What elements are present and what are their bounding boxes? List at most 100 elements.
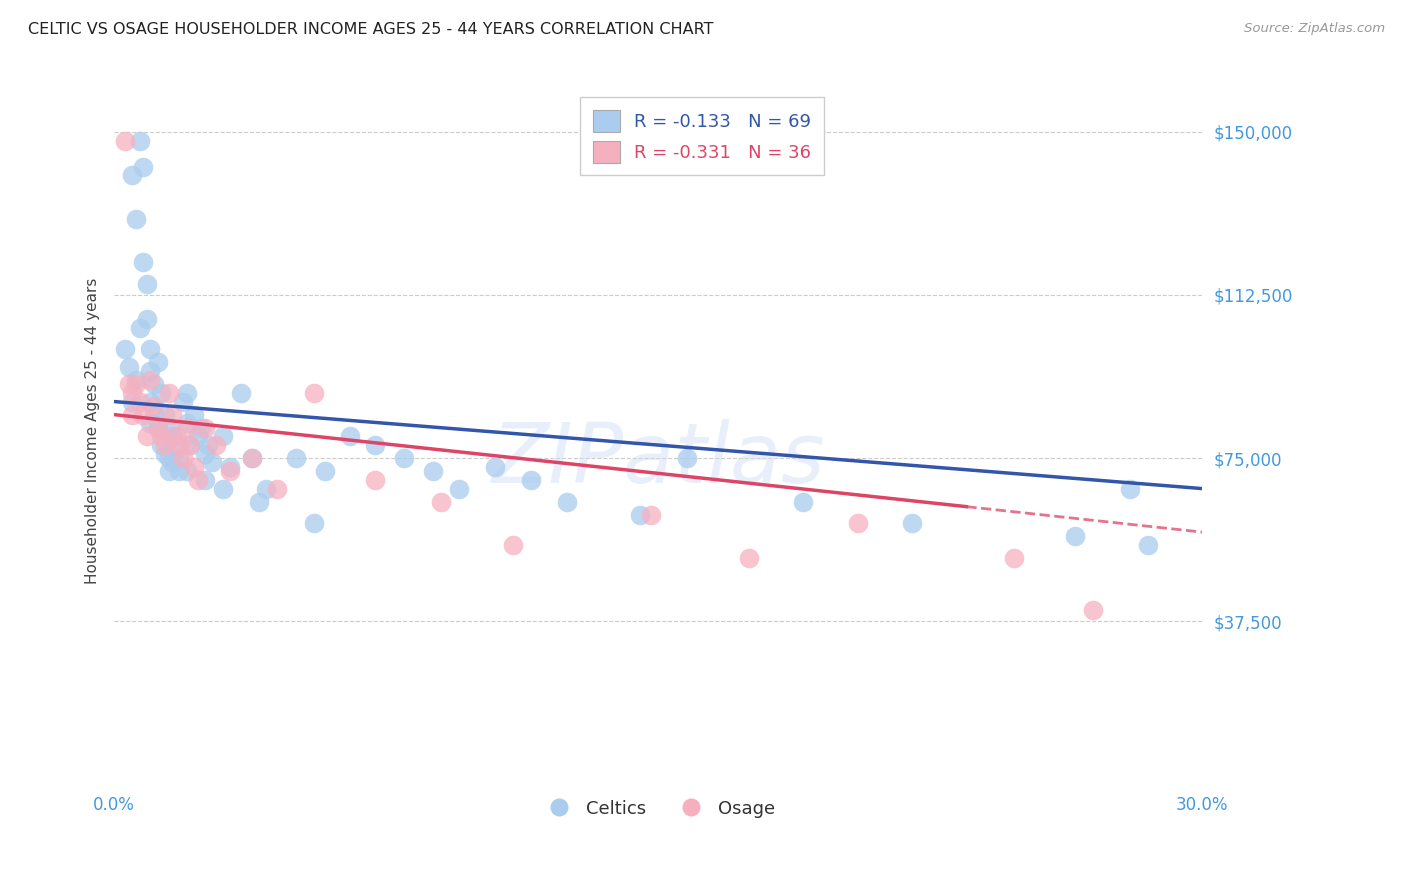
Point (132, 408, 155, 422)
Point (247, 494, 270, 508)
Point (1136, 538, 1159, 552)
Point (176, 417, 198, 431)
Point (143, 377, 166, 392)
Point (339, 429, 361, 443)
Point (114, 134, 136, 148)
Point (190, 420, 212, 434)
Point (284, 451, 307, 466)
Point (176, 420, 198, 434)
Point (153, 438, 176, 452)
Point (132, 160, 155, 174)
Point (194, 420, 217, 434)
Point (194, 473, 217, 487)
Point (169, 438, 191, 452)
Point (219, 459, 242, 474)
Point (364, 473, 387, 487)
Point (212, 429, 235, 443)
Point (1064, 529, 1087, 543)
Point (394, 451, 416, 466)
Point (502, 538, 524, 552)
Point (121, 408, 143, 422)
Point (901, 516, 924, 531)
Point (364, 438, 387, 452)
Point (176, 464, 198, 478)
Point (146, 420, 169, 434)
Point (676, 451, 699, 466)
Point (256, 482, 278, 496)
Point (1002, 551, 1025, 566)
Point (135, 312, 157, 326)
Point (179, 438, 201, 452)
Point (792, 494, 814, 508)
Point (302, 385, 325, 400)
Point (422, 464, 444, 478)
Point (135, 277, 157, 291)
Point (128, 394, 150, 409)
Point (125, 377, 148, 392)
Point (212, 482, 235, 496)
Point (132, 255, 155, 269)
Point (229, 385, 252, 400)
Point (557, 494, 579, 508)
Point (153, 447, 176, 461)
Point (146, 420, 169, 434)
Point (240, 451, 263, 466)
Point (150, 429, 173, 443)
Point (194, 447, 217, 461)
Point (1083, 603, 1105, 617)
Point (121, 385, 143, 400)
Point (628, 508, 651, 522)
Point (139, 373, 162, 387)
Point (219, 464, 242, 478)
Y-axis label: Householder Income Ages 25 - 44 years: Householder Income Ages 25 - 44 years (86, 277, 100, 584)
Point (157, 420, 180, 434)
Point (176, 385, 198, 400)
Text: Source: ZipAtlas.com: Source: ZipAtlas.com (1244, 22, 1385, 36)
Point (150, 385, 173, 400)
Point (484, 459, 506, 474)
Point (640, 508, 662, 522)
Point (118, 359, 141, 374)
Point (197, 438, 219, 452)
Point (143, 399, 166, 413)
Point (738, 551, 761, 566)
Point (150, 438, 173, 452)
Point (204, 438, 226, 452)
Legend: Celtics, Osage: Celtics, Osage (534, 792, 783, 825)
Point (314, 464, 336, 478)
Point (183, 459, 205, 474)
Point (121, 394, 143, 409)
Point (143, 408, 166, 422)
Point (179, 438, 201, 452)
Point (139, 343, 162, 357)
Point (157, 385, 180, 400)
Point (153, 408, 176, 422)
Point (139, 394, 162, 409)
Point (139, 364, 162, 378)
Point (114, 343, 136, 357)
Point (1118, 482, 1140, 496)
Point (266, 482, 288, 496)
Point (160, 429, 183, 443)
Point (139, 417, 162, 431)
Point (183, 408, 205, 422)
Point (125, 211, 148, 226)
Point (187, 429, 209, 443)
Point (187, 473, 209, 487)
Point (157, 451, 180, 466)
Point (157, 464, 180, 478)
Point (447, 482, 470, 496)
Point (172, 451, 194, 466)
Point (201, 455, 224, 469)
Point (125, 373, 148, 387)
Point (172, 394, 194, 409)
Point (846, 516, 869, 531)
Text: ZIPatlas: ZIPatlas (491, 418, 825, 500)
Point (429, 494, 451, 508)
Point (128, 134, 150, 148)
Point (302, 516, 325, 531)
Point (165, 442, 187, 457)
Point (160, 408, 183, 422)
Point (520, 473, 543, 487)
Point (128, 320, 150, 334)
